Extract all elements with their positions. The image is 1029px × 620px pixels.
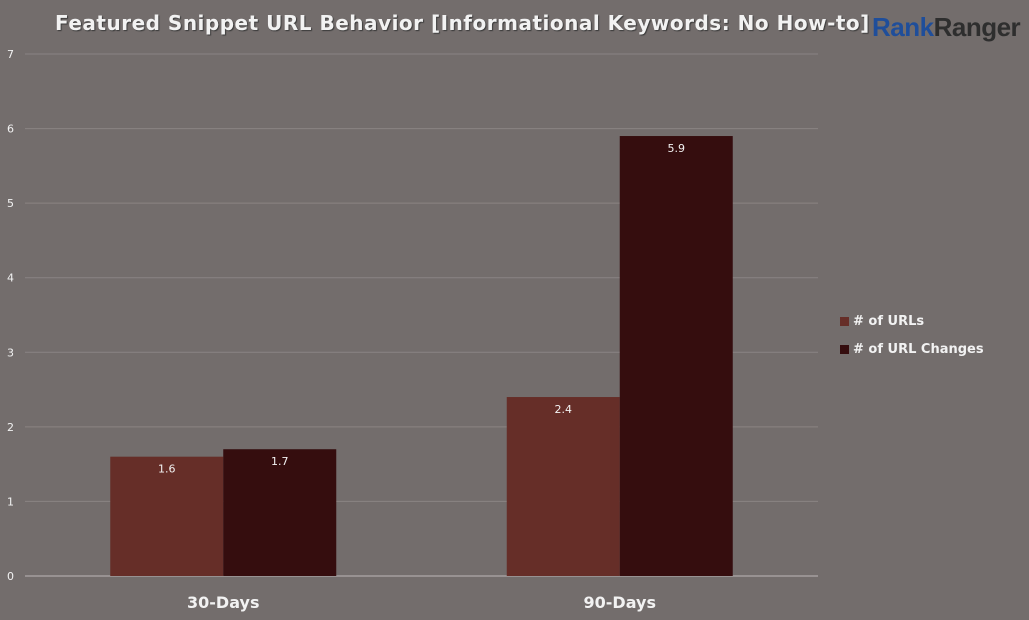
chart-legend: # of URLs # of URL Changes	[840, 307, 984, 363]
legend-item-urls: # of URLs	[840, 307, 984, 335]
bar-data-label: 1.6	[158, 463, 176, 476]
legend-item-url-changes: # of URL Changes	[840, 335, 984, 363]
y-tick-label: 3	[7, 346, 14, 359]
bar-data-label: 1.7	[271, 455, 289, 468]
logo-part-rank: Rank	[872, 12, 934, 42]
rankranger-logo: RankRanger	[872, 12, 1021, 43]
bar-data-label: 5.9	[668, 142, 686, 155]
y-tick-label: 6	[7, 123, 14, 136]
bar	[223, 449, 337, 576]
bar	[110, 456, 224, 576]
legend-label-urls: # of URLs	[853, 313, 925, 329]
bar-data-label: 2.4	[555, 403, 573, 416]
chart-title: Featured Snippet URL Behavior [Informati…	[55, 11, 870, 35]
legend-label-url-changes: # of URL Changes	[853, 341, 984, 357]
logo-part-ranger: Ranger	[933, 12, 1021, 42]
legend-swatch-url-changes	[840, 344, 849, 354]
y-tick-label: 7	[7, 48, 14, 61]
bar	[506, 397, 620, 576]
y-tick-label: 1	[7, 495, 14, 508]
y-tick-label: 0	[7, 570, 14, 583]
y-tick-label: 2	[7, 421, 14, 434]
x-category-label: 90-Days	[584, 593, 656, 612]
x-category-label: 30-Days	[187, 593, 259, 612]
bar	[619, 136, 733, 576]
y-tick-label: 4	[7, 272, 14, 285]
legend-swatch-urls	[840, 316, 849, 326]
y-tick-label: 5	[7, 197, 14, 210]
